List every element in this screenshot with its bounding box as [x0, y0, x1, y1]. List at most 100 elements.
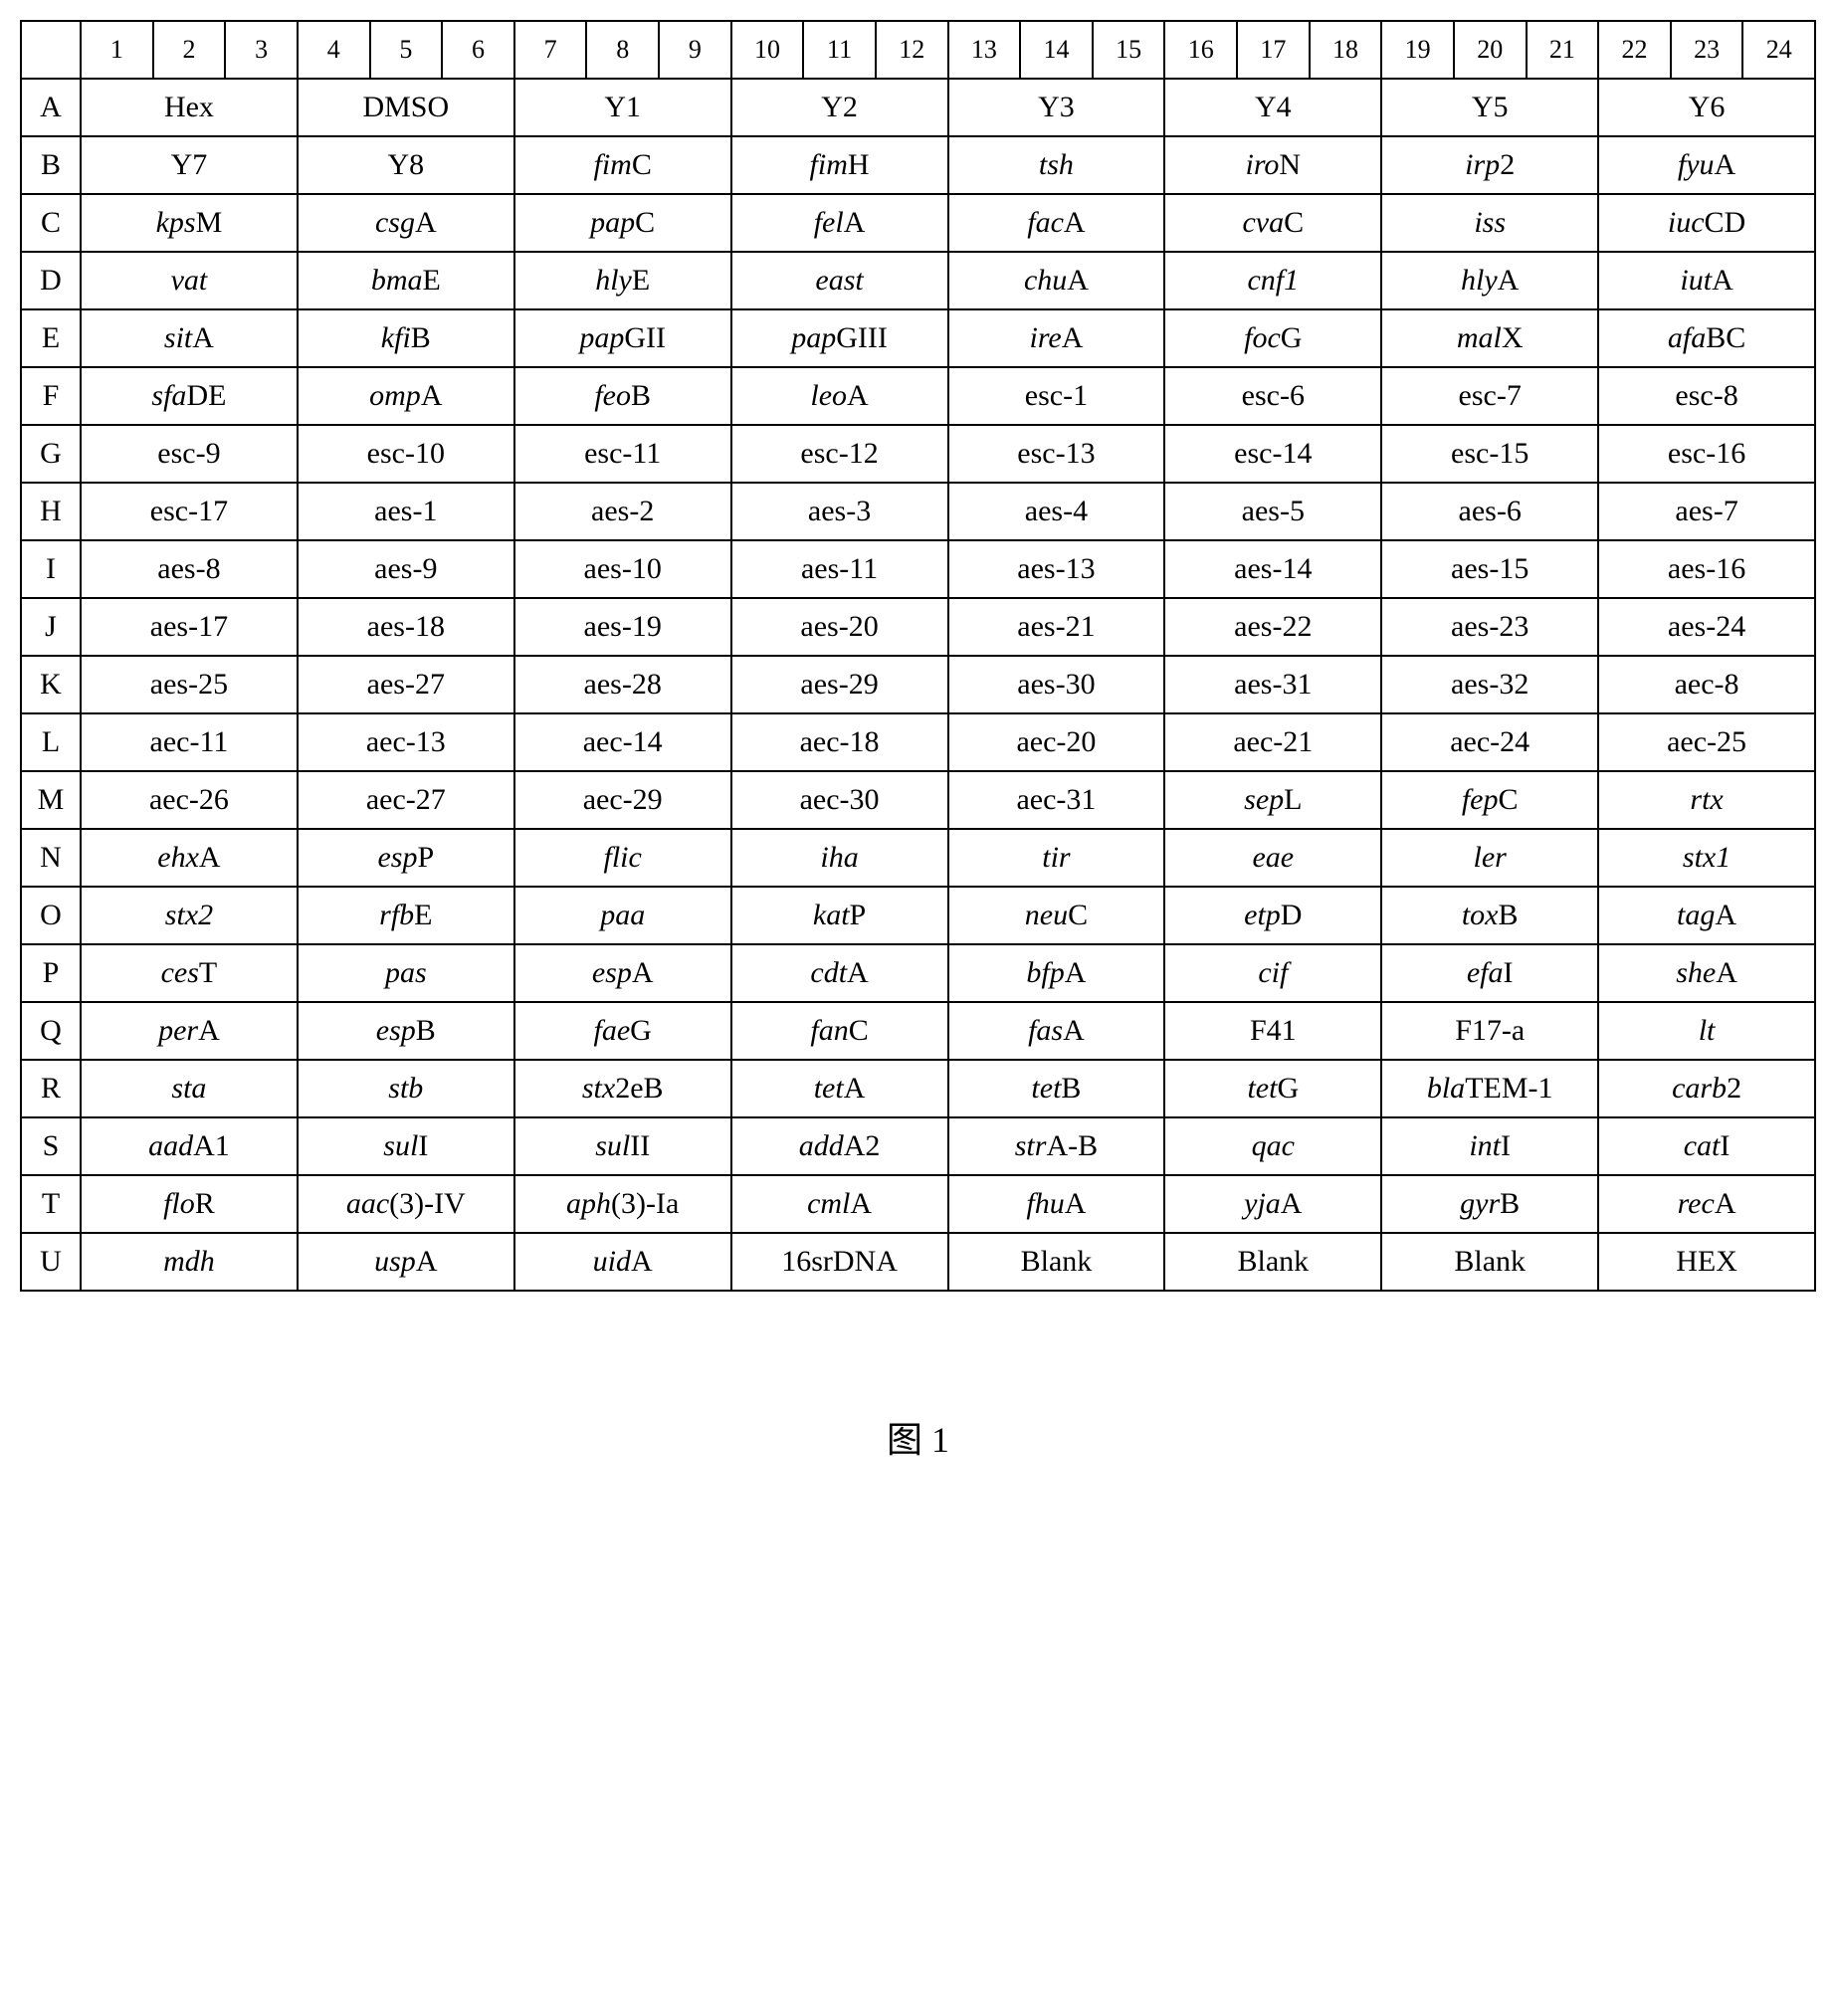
- row-letter-Q: Q: [21, 1002, 81, 1060]
- table-row: Gesc-9esc-10esc-11esc-12esc-13esc-14esc-…: [21, 425, 1815, 483]
- cell-R-3: stx2eB: [514, 1060, 731, 1117]
- cell-I-2: aes-9: [298, 540, 514, 598]
- cell-L-2: aec-13: [298, 713, 514, 771]
- cell-L-8: aec-25: [1598, 713, 1815, 771]
- col-number-15: 15: [1093, 21, 1165, 79]
- table-row: Iaes-8aes-9aes-10aes-11aes-13aes-14aes-1…: [21, 540, 1815, 598]
- column-number-row: 123456789101112131415161718192021222324: [21, 21, 1815, 79]
- cell-E-6: focG: [1164, 309, 1381, 367]
- cell-Q-3: faeG: [514, 1002, 731, 1060]
- cell-G-8: esc-16: [1598, 425, 1815, 483]
- cell-S-4: addA2: [731, 1117, 948, 1175]
- col-number-7: 7: [514, 21, 587, 79]
- figure-caption: 图 1: [20, 1411, 1816, 1463]
- cell-B-5: tsh: [948, 136, 1165, 194]
- cell-A-6: Y4: [1164, 79, 1381, 136]
- cell-T-1: floR: [81, 1175, 298, 1233]
- table-row: Rstastbstx2eBtetAtetBtetGblaTEM-1carb2: [21, 1060, 1815, 1117]
- table-row: CkpsMcsgApapCfelAfacAcvaCissiucCD: [21, 194, 1815, 252]
- cell-T-8: recA: [1598, 1175, 1815, 1233]
- cell-E-7: malX: [1381, 309, 1598, 367]
- cell-K-8: aec-8: [1598, 656, 1815, 713]
- cell-M-1: aec-26: [81, 771, 298, 829]
- cell-M-7: fepC: [1381, 771, 1598, 829]
- cell-I-1: aes-8: [81, 540, 298, 598]
- cell-D-4: east: [731, 252, 948, 309]
- cell-T-6: yjaA: [1164, 1175, 1381, 1233]
- col-number-2: 2: [153, 21, 226, 79]
- cell-P-8: sheA: [1598, 944, 1815, 1002]
- cell-H-7: aes-6: [1381, 483, 1598, 540]
- cell-B-1: Y7: [81, 136, 298, 194]
- corner-cell: [21, 21, 81, 79]
- cell-S-2: sulI: [298, 1117, 514, 1175]
- cell-L-7: aec-24: [1381, 713, 1598, 771]
- cell-D-2: bmaE: [298, 252, 514, 309]
- cell-C-1: kpsM: [81, 194, 298, 252]
- cell-J-6: aes-22: [1164, 598, 1381, 656]
- cell-G-2: esc-10: [298, 425, 514, 483]
- cell-B-7: irp2: [1381, 136, 1598, 194]
- cell-H-3: aes-2: [514, 483, 731, 540]
- cell-B-6: iroN: [1164, 136, 1381, 194]
- cell-P-2: pas: [298, 944, 514, 1002]
- cell-B-4: fimH: [731, 136, 948, 194]
- cell-T-4: cmlA: [731, 1175, 948, 1233]
- cell-U-3: uidA: [514, 1233, 731, 1291]
- cell-O-3: paa: [514, 887, 731, 944]
- cell-K-6: aes-31: [1164, 656, 1381, 713]
- table-row: FsfaDEompAfeoBleoAesc-1esc-6esc-7esc-8: [21, 367, 1815, 425]
- cell-Q-5: fasA: [948, 1002, 1165, 1060]
- table-row: EsitAkfiBpapGIIpapGIIIireAfocGmalXafaBC: [21, 309, 1815, 367]
- cell-K-7: aes-32: [1381, 656, 1598, 713]
- cell-N-1: ehxA: [81, 829, 298, 887]
- cell-N-4: iha: [731, 829, 948, 887]
- cell-I-8: aes-16: [1598, 540, 1815, 598]
- cell-U-2: uspA: [298, 1233, 514, 1291]
- col-number-5: 5: [370, 21, 443, 79]
- row-letter-M: M: [21, 771, 81, 829]
- col-number-22: 22: [1598, 21, 1671, 79]
- cell-A-7: Y5: [1381, 79, 1598, 136]
- cell-Q-4: fanC: [731, 1002, 948, 1060]
- cell-Q-1: perA: [81, 1002, 298, 1060]
- cell-R-8: carb2: [1598, 1060, 1815, 1117]
- cell-S-1: aadA1: [81, 1117, 298, 1175]
- row-letter-N: N: [21, 829, 81, 887]
- cell-F-5: esc-1: [948, 367, 1165, 425]
- cell-D-3: hlyE: [514, 252, 731, 309]
- cell-U-5: Blank: [948, 1233, 1165, 1291]
- col-number-13: 13: [948, 21, 1021, 79]
- cell-R-6: tetG: [1164, 1060, 1381, 1117]
- col-number-21: 21: [1527, 21, 1599, 79]
- col-number-16: 16: [1164, 21, 1237, 79]
- col-number-10: 10: [731, 21, 804, 79]
- table-row: Hesc-17aes-1aes-2aes-3aes-4aes-5aes-6aes…: [21, 483, 1815, 540]
- cell-C-7: iss: [1381, 194, 1598, 252]
- cell-Q-8: lt: [1598, 1002, 1815, 1060]
- col-number-20: 20: [1454, 21, 1527, 79]
- cell-J-3: aes-19: [514, 598, 731, 656]
- cell-S-7: intI: [1381, 1117, 1598, 1175]
- col-number-8: 8: [586, 21, 659, 79]
- cell-C-2: csgA: [298, 194, 514, 252]
- cell-R-5: tetB: [948, 1060, 1165, 1117]
- cell-A-2: DMSO: [298, 79, 514, 136]
- cell-H-1: esc-17: [81, 483, 298, 540]
- cell-J-7: aes-23: [1381, 598, 1598, 656]
- cell-F-3: feoB: [514, 367, 731, 425]
- cell-C-5: facA: [948, 194, 1165, 252]
- cell-A-4: Y2: [731, 79, 948, 136]
- col-number-17: 17: [1237, 21, 1310, 79]
- cell-I-3: aes-10: [514, 540, 731, 598]
- row-letter-P: P: [21, 944, 81, 1002]
- cell-B-3: fimC: [514, 136, 731, 194]
- cell-M-4: aec-30: [731, 771, 948, 829]
- cell-E-5: ireA: [948, 309, 1165, 367]
- cell-L-3: aec-14: [514, 713, 731, 771]
- col-number-6: 6: [442, 21, 514, 79]
- cell-D-6: cnf1: [1164, 252, 1381, 309]
- cell-L-1: aec-11: [81, 713, 298, 771]
- col-number-11: 11: [803, 21, 876, 79]
- cell-E-1: sitA: [81, 309, 298, 367]
